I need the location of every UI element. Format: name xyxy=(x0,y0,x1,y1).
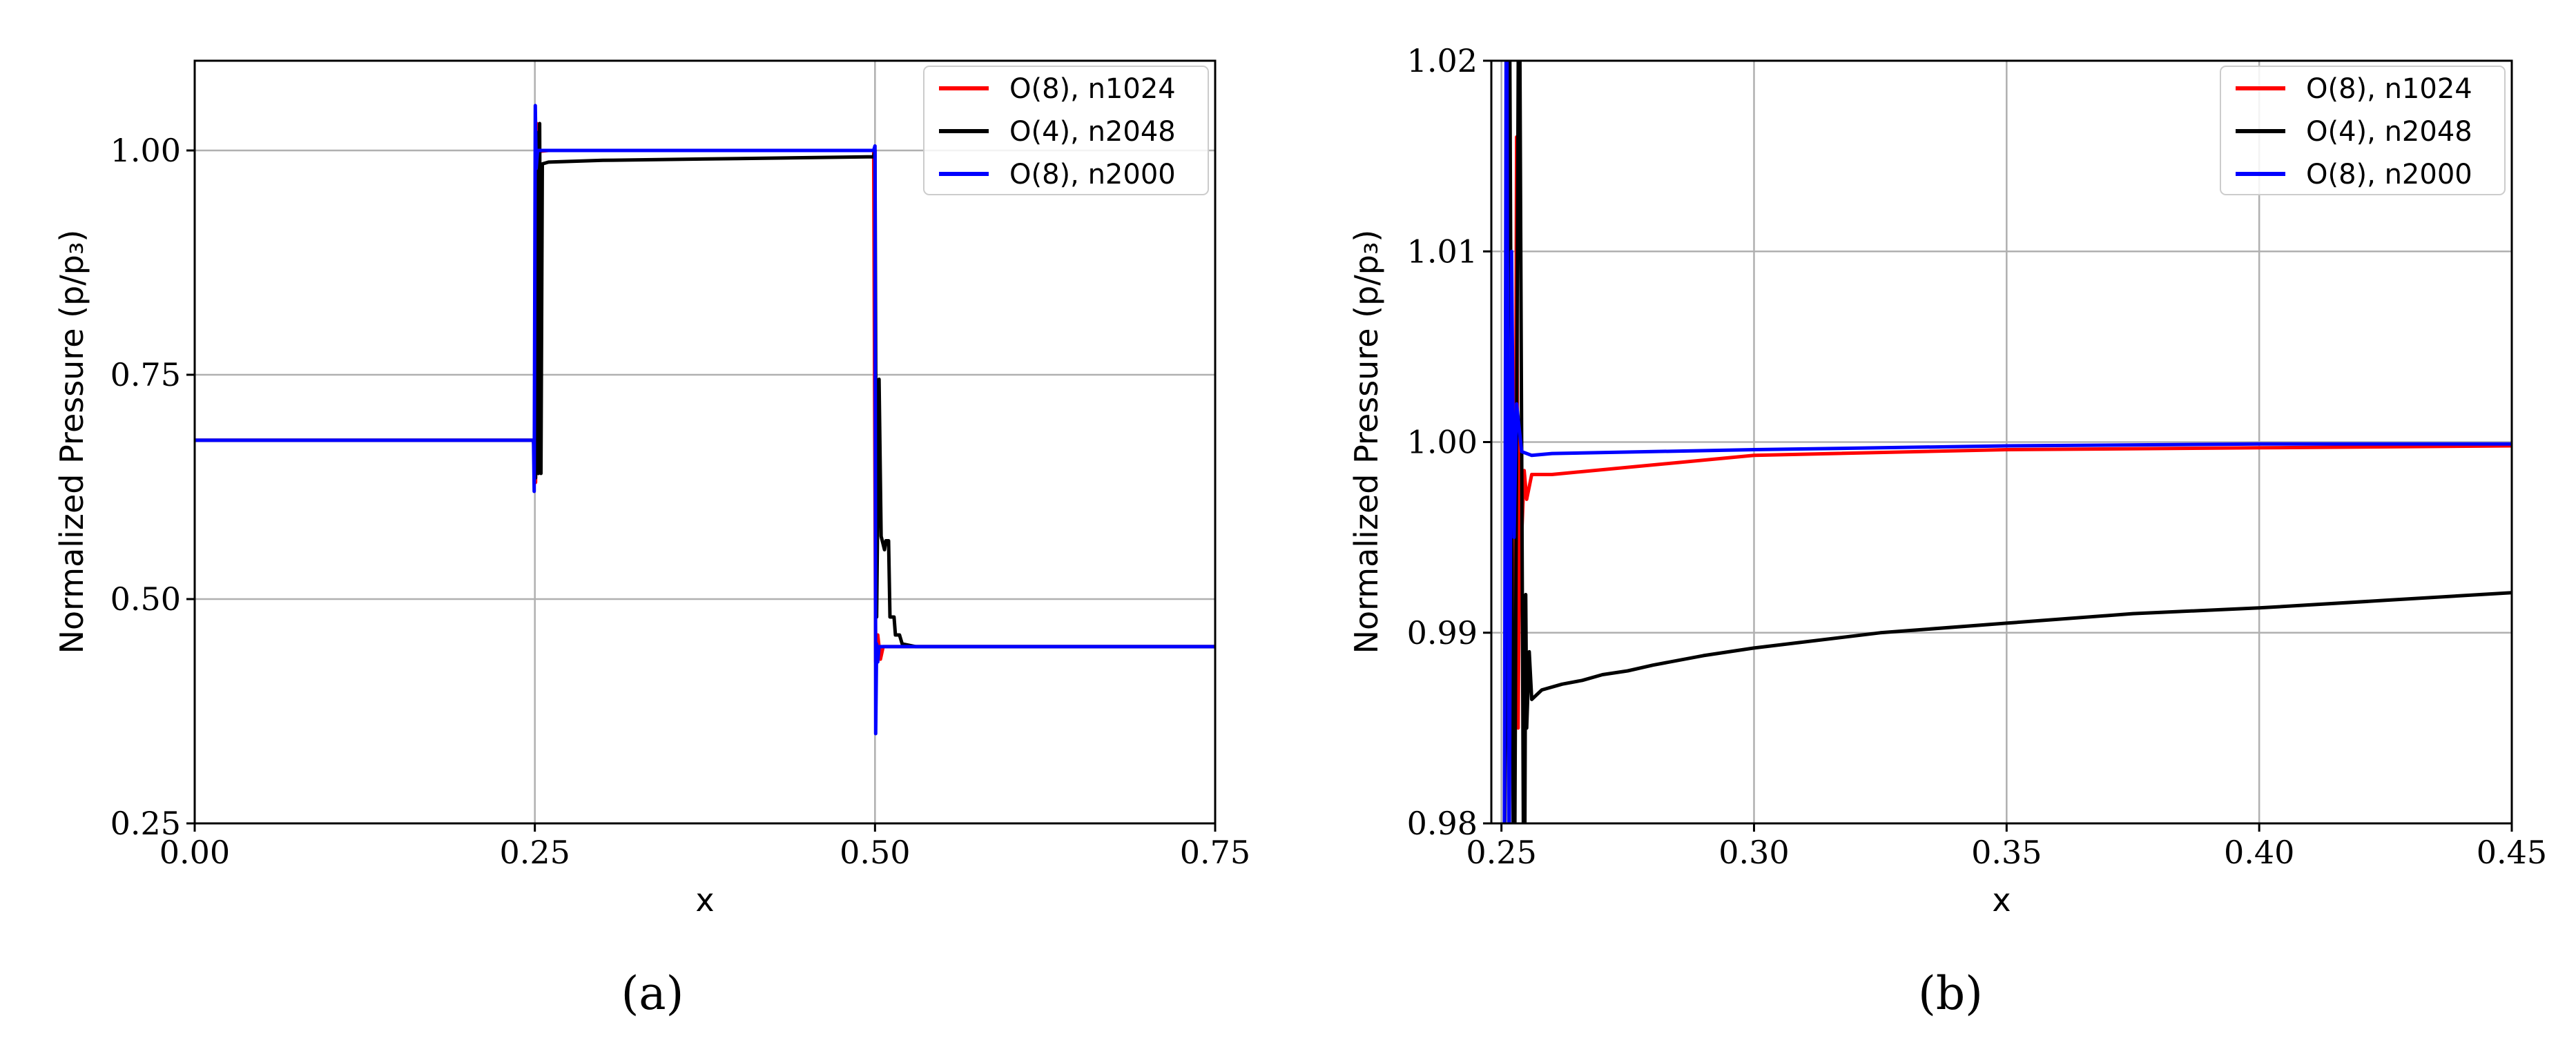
panel-a-x-tick-label: 0.00 xyxy=(159,834,230,871)
panel-b-y-tick-label: 0.98 xyxy=(1407,805,1478,842)
panel-b-series-line-1 xyxy=(1513,135,2512,823)
panel-b-x-tick-label: 0.35 xyxy=(1971,834,2042,871)
panel-a-x-tick-label: 0.50 xyxy=(840,834,910,871)
panel-a-x-axis-label: x xyxy=(695,881,714,919)
panel-b-x-tick-label: 0.45 xyxy=(2477,834,2547,871)
panel-b-plot-area xyxy=(1502,61,2512,823)
panel-a-legend: O(8), n1024 O(4), n2048 O(8), n2000 xyxy=(923,66,1209,195)
panel-a-legend-box xyxy=(923,66,1209,195)
panel-a-x-tick-label: 0.25 xyxy=(499,834,570,871)
panel-a-y-axis-label: Normalized Pressure (p/p₃) xyxy=(53,230,90,654)
panel-b-y-tick-label: 1.01 xyxy=(1407,233,1478,270)
panel-b-legend-box xyxy=(2220,66,2506,195)
panel-a: 0.00 0.25 0.50 0.750.250.500.751.00 x Norma… xyxy=(53,59,1251,1020)
panel-a-y-tick-label: 0.25 xyxy=(110,805,181,842)
panel-a-y-tick-label: 1.00 xyxy=(110,132,181,169)
panel-a-x-tick-label: 0.75 xyxy=(1180,834,1250,871)
panel-b-y-tick-label: 0.99 xyxy=(1407,614,1478,652)
panel-a-legend-label: O(4), n2048 xyxy=(1009,116,1176,148)
panel-b-ticks: 0.25 0.30 0.35 0.40 0.45 0.98 0.99 1.00 1.01 1.02 xyxy=(1407,42,2548,871)
panel-b-y-axis-label: Normalized Pressure (p/p₃) xyxy=(1348,230,1385,654)
panel-b-x-axis-label: x xyxy=(1992,881,2011,919)
panel-b-series-line-3 xyxy=(1502,61,2512,823)
panel-a-frame xyxy=(193,59,1217,825)
panel-b-x-tick-label: 0.30 xyxy=(1718,834,1789,871)
panel-a-ticks: 0.00 0.25 0.50 0.750.250.500.751.00 xyxy=(110,132,1251,871)
panel-a-series-line-3 xyxy=(195,104,1215,736)
panel-b-series-line-2 xyxy=(1503,61,2512,823)
panel-b-y-tick-label: 1.02 xyxy=(1407,42,1478,79)
panel-a-caption: (a) xyxy=(621,967,684,1020)
panel-b-legend-label: O(8), n1024 xyxy=(2306,73,2472,105)
panel-b-caption: (b) xyxy=(1918,967,1983,1020)
panel-a-y-tick-label: 0.50 xyxy=(110,580,181,618)
panel-b-x-tick-label: 0.25 xyxy=(1466,834,1536,871)
panel-a-legend-label: O(8), n2000 xyxy=(1009,159,1176,190)
panel-a-legend-label: O(8), n1024 xyxy=(1009,73,1176,105)
panel-b-legend-label: O(4), n2048 xyxy=(2306,116,2472,148)
panel-b-legend: O(8), n1024 O(4), n2048 O(8), n2000 xyxy=(2220,66,2506,195)
panel-a-plot-area xyxy=(195,104,1215,736)
panel-a-series-line-1 xyxy=(195,121,1215,664)
panel-b-x-tick-label: 0.40 xyxy=(2224,834,2294,871)
panel-b: 0.25 0.30 0.35 0.40 0.45 0.98 0.99 1.00 1.01 1.02… xyxy=(1348,42,2548,1020)
panel-a-y-tick-label: 0.75 xyxy=(110,356,181,393)
panel-b-y-tick-label: 1.00 xyxy=(1407,424,1478,461)
panel-b-legend-label: O(8), n2000 xyxy=(2306,159,2472,190)
panel-a-series-line-2 xyxy=(195,121,1215,649)
